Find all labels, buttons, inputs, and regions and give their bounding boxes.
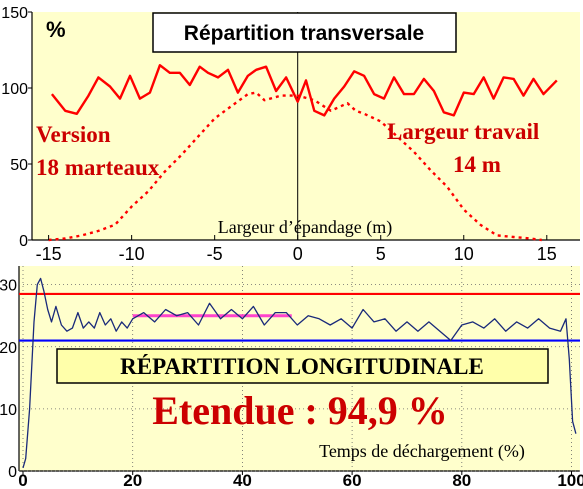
transverse-x-tick-label: 10 <box>454 244 474 264</box>
transverse-y-tick-label: 50 <box>10 157 28 174</box>
transverse-series-solid <box>50 63 558 117</box>
longitudinal-y-tick-label: 30 <box>0 278 17 295</box>
version-label: Version <box>36 122 111 147</box>
longitudinal-x-tick-label: 0 <box>18 471 27 489</box>
transverse-y-unit-label: % <box>46 17 66 42</box>
transverse-chart: 0 50 100 150 -15 -10 -5 0 5 10 15 % Répartition tr… <box>1 5 580 264</box>
longitudinal-tick-layer: 0 20 40 60 80 100 0 10 20 30 <box>0 278 583 489</box>
longitudinal-x-tick-label: 80 <box>452 471 471 489</box>
working-width-label: Largeur travail <box>387 119 539 144</box>
transverse-series-dotted <box>48 91 542 242</box>
transverse-y-tick-label: 150 <box>1 5 28 22</box>
longitudinal-chart: 0 20 40 60 80 100 0 10 20 30 RÉPARTITION LONGITUD… <box>0 266 583 489</box>
longitudinal-y-tick-label: 0 <box>8 464 17 481</box>
transverse-x-tick-label: -15 <box>36 244 62 264</box>
transverse-x-tick-label: 5 <box>376 244 386 264</box>
working-width-value: 14 m <box>453 152 501 177</box>
longitudinal-x-tick-label: 60 <box>343 471 362 489</box>
spread-value-label: Etendue : 94,9 % <box>152 388 448 433</box>
transverse-x-tick-label: -5 <box>207 244 223 264</box>
transverse-y-tick-label: 100 <box>1 81 28 98</box>
transverse-x-axis-label: Largeur d’épandage (m) <box>218 217 393 238</box>
transverse-title-box <box>152 12 457 53</box>
longitudinal-x-tick-label: 20 <box>123 471 142 489</box>
longitudinal-x-tick-label: 100 <box>557 471 583 489</box>
longitudinal-series-layer <box>22 277 577 469</box>
transverse-title: Répartition transversale <box>184 22 424 45</box>
transverse-x-tick-label: -10 <box>119 244 145 264</box>
transverse-y-tick-label: 0 <box>19 233 28 250</box>
transverse-x-tick-label: 15 <box>537 244 557 264</box>
longitudinal-y-tick-label: 20 <box>0 340 17 357</box>
longitudinal-x-tick-label: 40 <box>233 471 252 489</box>
longitudinal-axis-layer <box>18 266 580 472</box>
longitudinal-title: RÉPARTITION LONGITUDINALE <box>120 354 484 379</box>
longitudinal-series-line <box>22 277 577 469</box>
transverse-tick-layer: 0 50 100 150 -15 -10 -5 0 5 10 15 <box>1 5 557 264</box>
hammers-label: 18 marteaux <box>36 155 160 180</box>
longitudinal-reference-layer <box>19 292 580 342</box>
transverse-x-tick-label: 0 <box>293 244 303 264</box>
longitudinal-y-tick-label: 10 <box>0 402 17 419</box>
longitudinal-title-box <box>56 348 549 384</box>
transverse-series-layer <box>48 63 558 242</box>
longitudinal-x-axis-label: Temps de déchargement (%) <box>319 441 525 462</box>
